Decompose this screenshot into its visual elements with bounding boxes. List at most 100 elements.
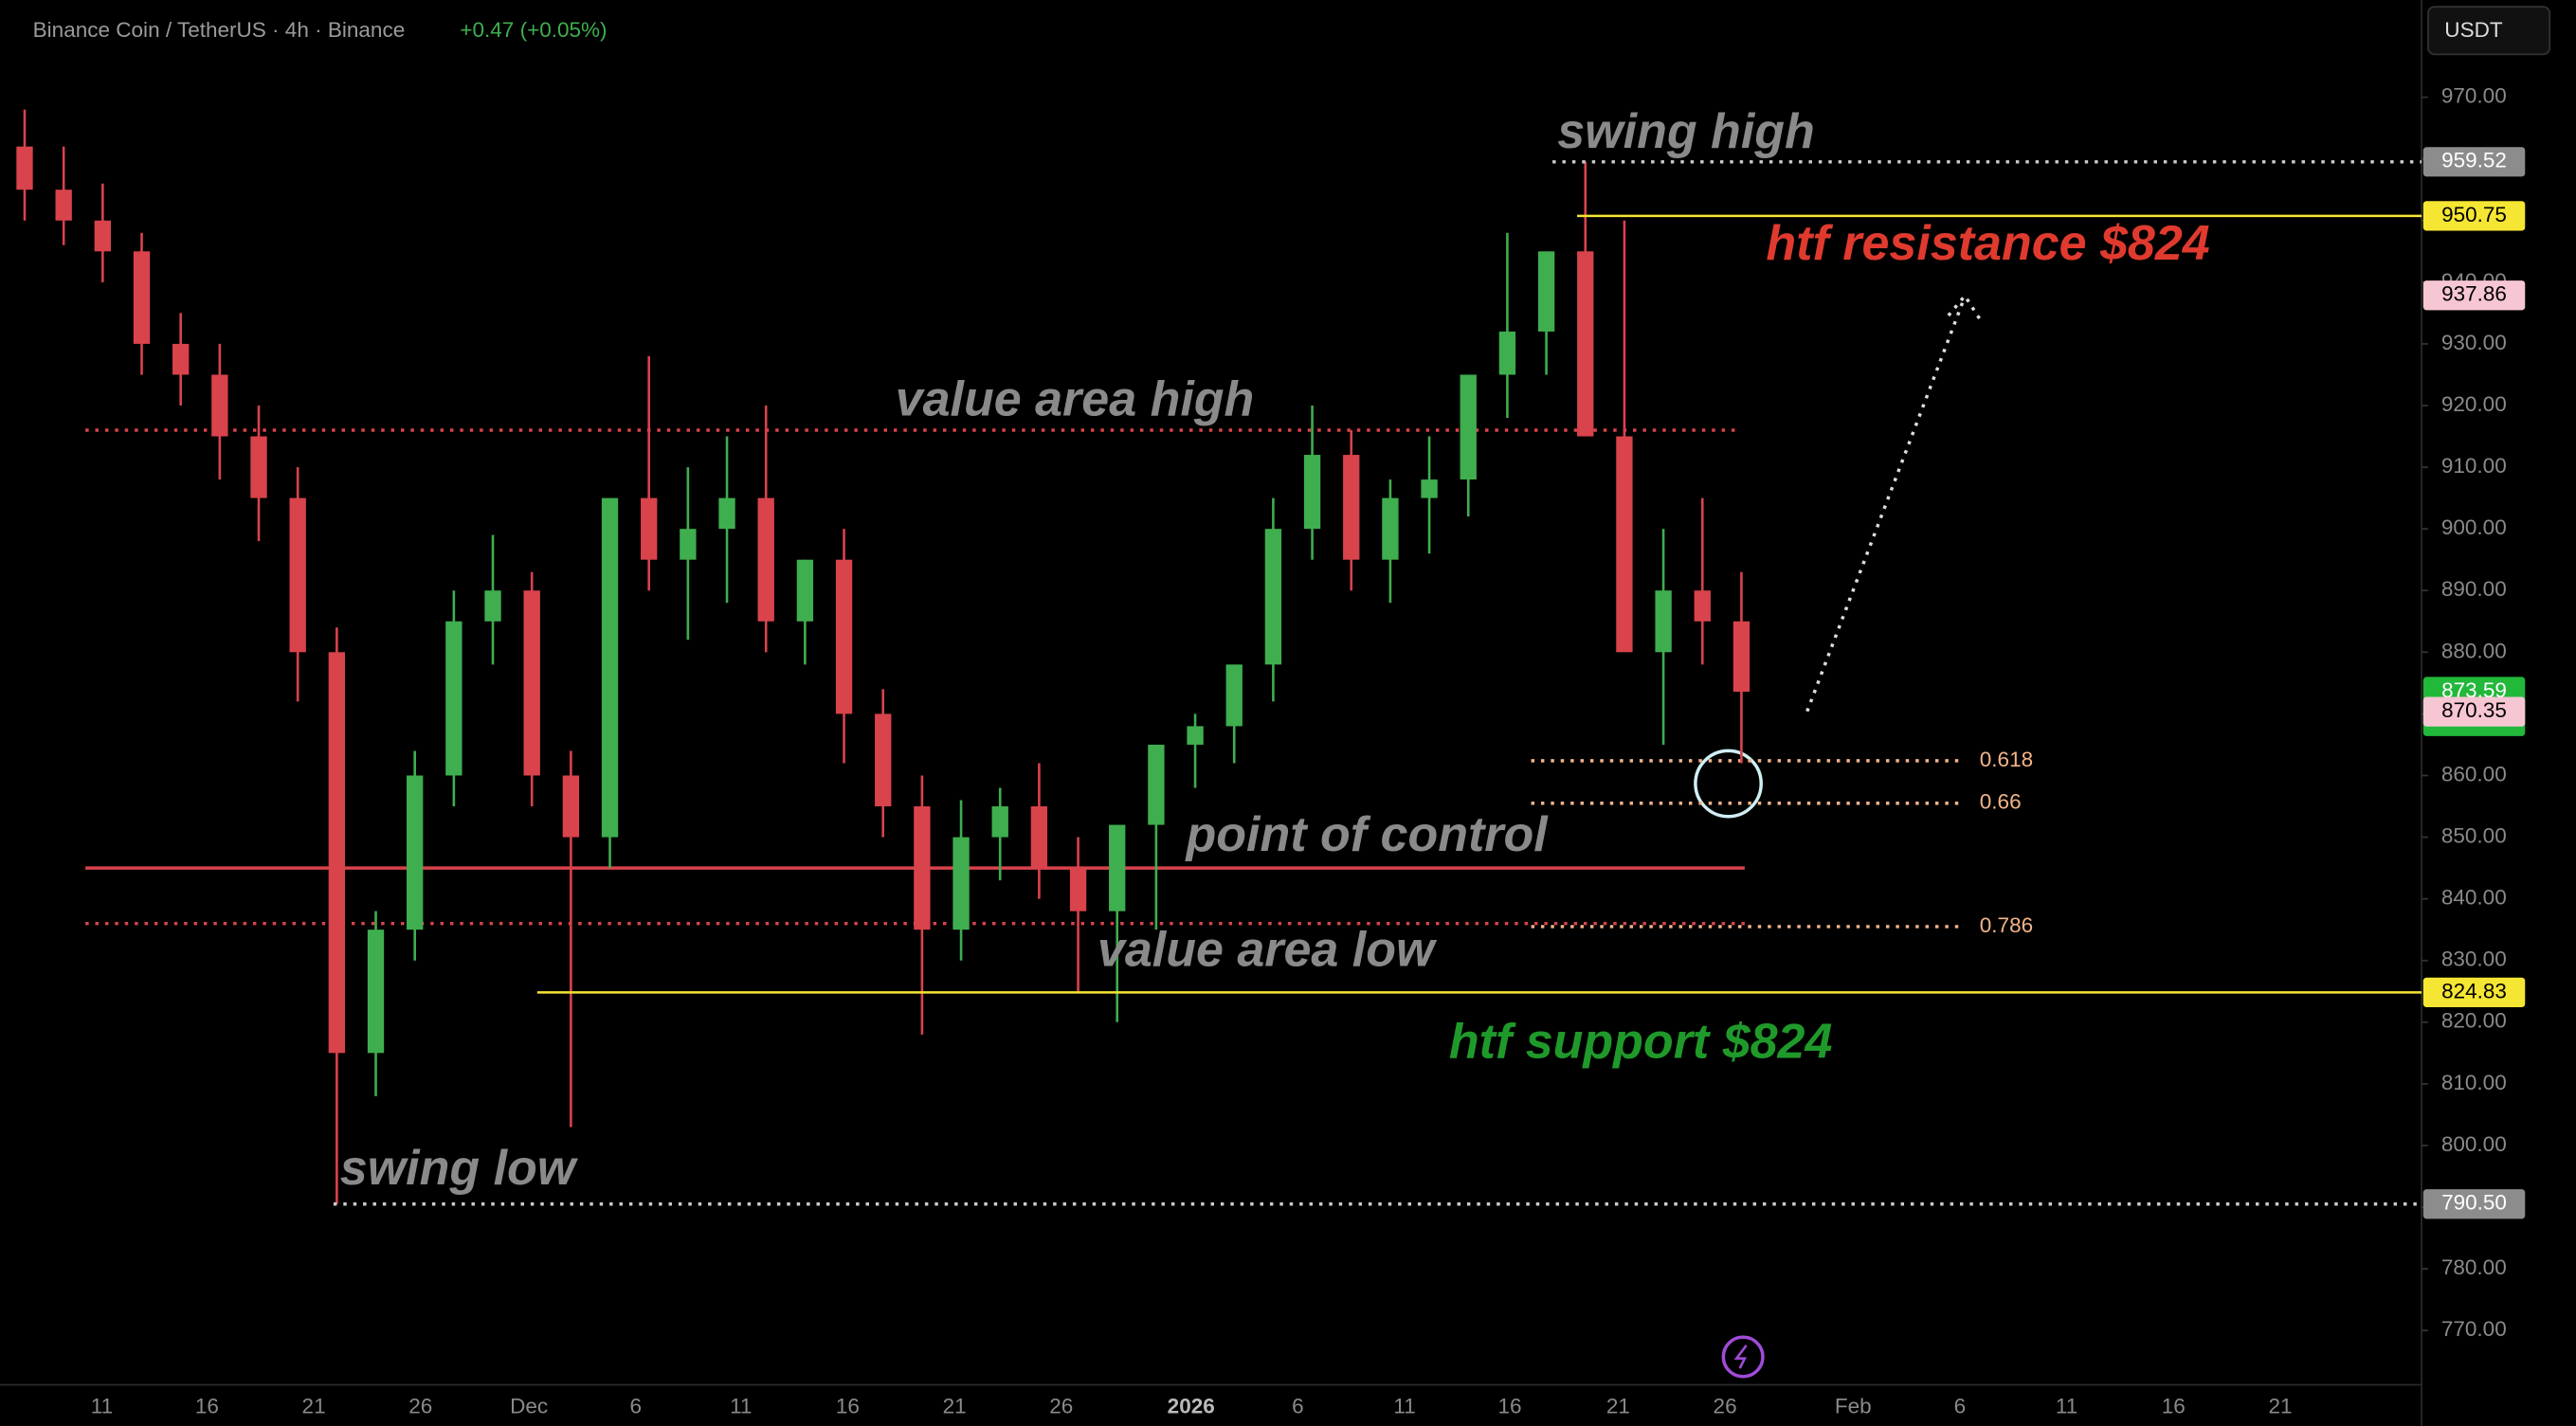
x-tick-label: 6 [1292,1395,1304,1418]
candle-body [1030,806,1048,869]
candle-body [172,343,190,375]
x-tick-label: 6 [630,1395,643,1418]
annotation: htf resistance $824 [1766,216,2209,271]
price-tag [2422,201,2526,231]
price-tag-label: 790.50 [2441,1191,2507,1215]
x-tick-label: 16 [195,1395,219,1418]
candle-body [133,251,151,344]
x-tick-label: 16 [836,1395,860,1418]
x-tick-label: 11 [730,1395,752,1418]
price-tag [2422,147,2526,177]
candle-body [1343,455,1360,560]
x-tick-label: Dec [510,1395,548,1418]
x-tick-label: 11 [1393,1395,1415,1418]
price-tag [2422,977,2526,1007]
candle-body [211,374,228,437]
symbol-title: Binance Coin / TetherUS · 4h · Binance [33,18,406,42]
y-tick-label: 830.00 [2441,948,2507,971]
fib-label: 0.786 [1980,913,2033,937]
x-tick-label: Feb [1835,1395,1872,1418]
y-tick-label: 970.00 [2441,84,2507,108]
fib-label: 0.618 [1980,748,2033,771]
y-tick-label: 920.00 [2441,392,2507,416]
candle-body [680,529,697,560]
candle-body [55,190,72,221]
highlight-circle [1694,749,1763,819]
x-tick-label: 11 [2056,1395,2077,1418]
candle-body [367,930,385,1054]
projection-arrow [1805,299,1966,713]
candle-body [1109,824,1126,912]
price-tag [2422,696,2526,727]
annotation: value area low [1098,922,1438,977]
candle-body [1616,436,1633,653]
candle-body [250,436,267,498]
x-tick-label: 2026 [1168,1395,1215,1418]
candle-body [1382,497,1399,560]
y-tick-label: 900.00 [2441,515,2507,539]
y-tick-label: 820.00 [2441,1009,2507,1033]
candle-body [1225,664,1243,727]
y-tick-label: 860.00 [2441,762,2507,785]
fib-label: 0.66 [1980,790,2022,814]
price-tag-label: 937.86 [2441,282,2507,306]
y-tick-label: 890.00 [2441,577,2507,601]
currency-label: USDT [2444,18,2503,42]
annotation: swing high [1557,104,1815,159]
y-tick-label: 930.00 [2441,331,2507,354]
price-tag-label: 950.75 [2441,203,2507,226]
candle-body [1577,251,1594,437]
currency-button[interactable] [2427,6,2551,56]
candle-body [562,775,580,838]
y-tick-label: 840.00 [2441,886,2507,910]
candle-body [1498,331,1516,375]
candle-body [1264,529,1282,665]
candle-body [952,837,970,930]
annotation: htf support $824 [1449,1014,1833,1069]
candle-body [1655,590,1672,653]
x-tick-label: 21 [302,1395,326,1418]
candle-body [1421,479,1438,498]
candle-body [718,497,735,530]
candle-body [1732,621,1751,693]
candle-body [1187,726,1204,745]
candle-body [523,590,540,776]
candle-body [94,220,112,252]
x-tick-label: 26 [408,1395,432,1418]
candle-body [991,806,1008,838]
x-tick-label: 11 [91,1395,113,1418]
x-tick-label: 26 [1049,1395,1073,1418]
candle-body [1148,744,1165,825]
y-tick-label: 800.00 [2441,1132,2507,1156]
y-tick-label: 910.00 [2441,454,2507,478]
price-tag [2422,280,2526,311]
candle-body [1694,590,1711,622]
candle-body [1069,868,1087,912]
candle-body [601,497,619,838]
annotation: value area high [896,372,1255,427]
candle-body [914,806,931,930]
candle-body [641,497,658,560]
replay-icon[interactable] [1721,1335,1765,1379]
candle-body [875,713,892,807]
candle-body [1460,374,1477,480]
x-tick-label: 6 [1954,1395,1967,1418]
candle-body [289,497,306,653]
price-tag-label: 870.35 [2441,698,2507,722]
x-tick-label: 21 [2268,1395,2292,1418]
bolt [1733,1345,1748,1369]
annotation: swing low [340,1141,579,1196]
candle-body [1537,251,1555,332]
candle-body [835,559,853,714]
candle-body [757,497,774,622]
y-tick-label: 850.00 [2441,824,2507,848]
candle-body [796,559,814,622]
y-tick-label: 770.00 [2441,1317,2507,1341]
candle-body [1303,455,1321,530]
candle-body [16,146,33,190]
y-tick-label: 810.00 [2441,1071,2507,1094]
price-tag-label: 824.83 [2441,979,2507,1002]
